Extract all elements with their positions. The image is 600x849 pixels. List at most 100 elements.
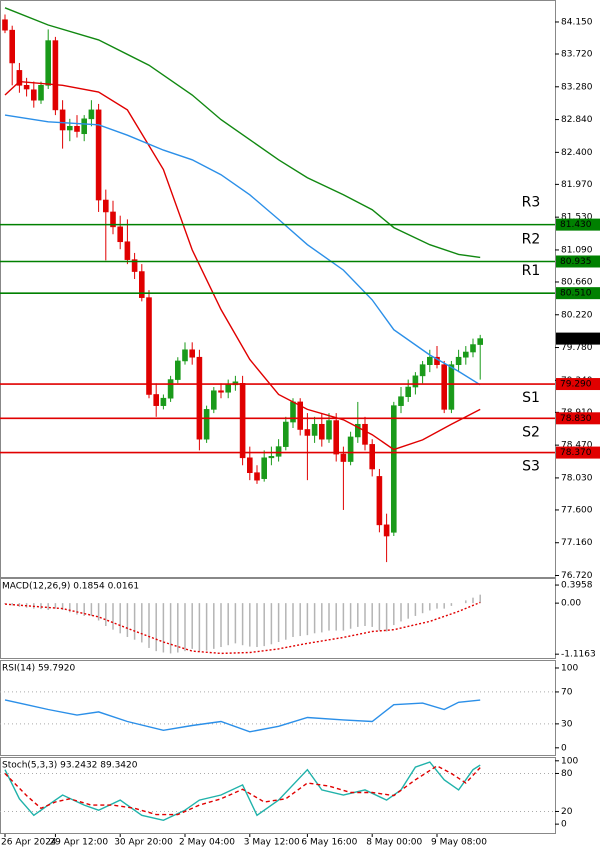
x-tick-label: 29 Apr 12:00 — [49, 838, 108, 848]
level-name: R3 — [522, 195, 541, 211]
level-label-box — [556, 255, 600, 268]
y-tick-label: 82.400 — [561, 148, 593, 158]
level-name: R1 — [522, 263, 541, 279]
candle-body — [38, 85, 44, 101]
candle-body — [369, 444, 376, 470]
y-tick-label: 81.530 — [561, 213, 593, 223]
indicator-line — [4, 7, 481, 259]
candle-body — [268, 456, 275, 459]
indicator-line — [4, 114, 481, 386]
candle-body — [146, 297, 152, 395]
y-tick-label: 0.00 — [561, 599, 581, 609]
candle-body — [189, 349, 195, 358]
candle-body — [376, 476, 383, 526]
candle-body — [182, 349, 188, 362]
y-tick-label: 30 — [561, 719, 573, 729]
y-tick-label: 81.970 — [561, 180, 593, 190]
y-tick-label: 0 — [561, 820, 567, 830]
x-tick-label: 3 May 12:00 — [244, 838, 300, 848]
x-tick-label: 9 May 08:00 — [431, 838, 487, 848]
candle-body — [448, 364, 455, 410]
candle-body — [45, 40, 52, 86]
candle-body — [398, 396, 404, 406]
candle-body — [470, 344, 476, 353]
candle-body — [462, 351, 469, 358]
y-tick-label: 83.280 — [561, 82, 593, 92]
y-tick-label: 80.220 — [561, 310, 593, 320]
candle-body — [103, 199, 109, 213]
candle-body — [52, 40, 59, 111]
y-tick-label: 77.600 — [561, 505, 593, 515]
candle-body — [354, 423, 361, 438]
candle-body — [261, 457, 268, 479]
x-tick-label: 30 Apr 20:00 — [114, 838, 173, 848]
candle-body — [160, 397, 167, 406]
panel-title: MACD(12,26,9) 0.1854 0.0161 — [2, 582, 139, 592]
candle-body — [340, 453, 347, 462]
y-tick-label: 100 — [561, 756, 578, 766]
candle-body — [167, 379, 174, 399]
candle-body — [30, 89, 37, 101]
level-label: 81.430 — [560, 220, 592, 230]
candle-body — [333, 420, 340, 455]
candle-body — [110, 211, 116, 228]
candle-body — [131, 259, 138, 272]
candle-body — [477, 338, 484, 345]
candle-body — [2, 19, 8, 31]
panel-frame — [0, 0, 556, 578]
level-label: 80.935 — [560, 257, 592, 267]
level-label-box — [556, 378, 600, 391]
y-tick-label: 0 — [561, 743, 567, 753]
y-tick-label: 20 — [561, 807, 573, 817]
y-tick-label: 80 — [561, 769, 573, 779]
candle-body — [225, 384, 231, 393]
x-tick-label: 2 May 04:00 — [179, 838, 235, 848]
candle-body — [95, 109, 102, 201]
candle-body — [254, 472, 260, 481]
level-label: 79.290 — [560, 380, 592, 390]
level-name: R2 — [522, 231, 541, 247]
y-tick-label: 78.470 — [561, 441, 593, 451]
y-tick-label: 81.090 — [561, 245, 593, 255]
candle-body — [275, 446, 282, 457]
candle-body — [383, 524, 390, 537]
panel-frame — [0, 757, 556, 834]
candle-body — [81, 118, 87, 135]
candle-body — [9, 29, 15, 64]
candle-body — [239, 383, 246, 459]
candle-body — [412, 375, 419, 388]
panel-frame — [0, 578, 556, 659]
y-tick-label: 100 — [561, 663, 578, 673]
level-name: S1 — [522, 390, 540, 406]
x-tick-label: 8 May 00:00 — [366, 838, 422, 848]
y-tick-label: 78.030 — [561, 473, 593, 483]
x-tick-label: 26 Apr 2024 — [1, 838, 57, 848]
indicator-line — [4, 80, 481, 451]
candle-body — [362, 423, 368, 445]
y-tick-label: 84.150 — [561, 17, 593, 27]
candle-body — [117, 226, 123, 243]
level-label-box — [556, 218, 600, 231]
candle-body — [153, 394, 159, 406]
level-name: S3 — [522, 459, 540, 475]
candle-body — [318, 423, 325, 440]
candle-body — [311, 423, 318, 436]
y-tick-label: 79.780 — [561, 343, 593, 353]
indicator-line — [4, 765, 481, 816]
last-price-box — [556, 332, 600, 345]
candle-body — [218, 390, 224, 393]
candle-body — [124, 241, 131, 260]
candle-body — [203, 409, 210, 440]
level-label: 80.510 — [560, 289, 592, 299]
x-tick-label: 6 May 16:00 — [301, 838, 357, 848]
candle-body — [282, 421, 289, 447]
y-tick-label: 82.840 — [561, 115, 593, 125]
level-name: S2 — [522, 424, 540, 440]
candle-body — [304, 429, 311, 436]
y-tick-label: 76.720 — [561, 571, 593, 581]
candle-body — [326, 420, 332, 440]
candle-body — [347, 436, 354, 462]
y-tick-label: 80.660 — [561, 277, 593, 287]
candle-body — [196, 356, 203, 440]
